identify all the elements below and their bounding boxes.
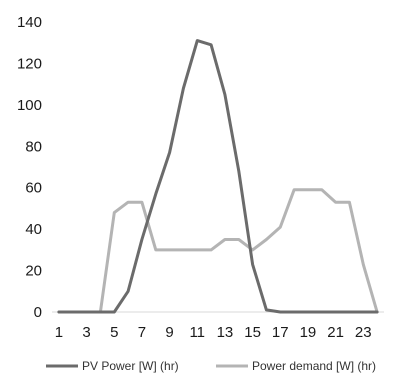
x-tick-label: 5: [110, 324, 118, 341]
x-tick-label: 21: [327, 324, 344, 341]
x-tick-label: 17: [272, 324, 289, 341]
y-tick-label: 100: [17, 97, 42, 114]
x-tick-label: 3: [82, 324, 90, 341]
y-tick-label: 120: [17, 55, 42, 72]
legend-label-power-demand: Power demand [W] (hr): [252, 359, 376, 373]
x-tick-label: 11: [189, 324, 205, 341]
y-axis-ticks: 0 20 40 60 80 100 120 140: [17, 14, 42, 321]
x-tick-label: 9: [165, 324, 173, 341]
y-tick-label: 80: [25, 138, 42, 155]
y-tick-label: 60: [25, 180, 42, 197]
x-axis-ticks: 1 3 5 7 9 11 13 15 17 19 21 23: [55, 324, 372, 341]
x-tick-label: 15: [244, 324, 261, 341]
y-tick-label: 20: [25, 263, 42, 280]
x-tick-label: 19: [300, 324, 317, 341]
x-tick-label: 23: [355, 324, 372, 341]
series-line-power-demand: [57, 188, 379, 314]
legend-label-pv-power: PV Power [W] (hr): [82, 359, 179, 373]
x-tick-label: 13: [217, 324, 234, 341]
series-line-pv-power: [57, 39, 379, 314]
y-tick-label: 40: [25, 221, 42, 238]
x-tick-label: 7: [138, 324, 146, 341]
series-lines: [57, 39, 379, 314]
y-tick-label: 0: [34, 304, 42, 321]
x-tick-label: 1: [55, 324, 63, 341]
legend: PV Power [W] (hr) Power demand [W] (hr): [46, 359, 376, 373]
y-tick-label: 140: [17, 14, 42, 31]
